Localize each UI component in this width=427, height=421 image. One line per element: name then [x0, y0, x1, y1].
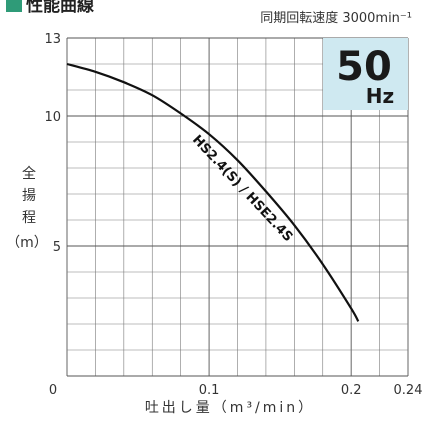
curve-label: HS2.4(S) / HSE2.4S	[189, 132, 295, 245]
frequency-value: 50	[336, 44, 392, 90]
y-tick-label: 10	[44, 110, 61, 125]
y-axis-title-char-2: 揚	[22, 187, 36, 204]
y-axis-title-char-1: 全	[22, 165, 36, 182]
y-tick-label: 5	[53, 240, 61, 255]
y-axis-title-unit: （m）	[6, 235, 48, 251]
x-tick-label: 0	[49, 383, 57, 398]
frequency-badge-bg	[323, 38, 408, 110]
y-axis-title-char-3: 程	[22, 210, 36, 226]
x-tick-label: 0.24	[394, 383, 423, 398]
title-accent-square	[6, 0, 22, 12]
y-tick-labels: 5 10 13	[44, 32, 61, 255]
y-tick-label: 13	[44, 32, 61, 47]
x-tick-label: 0.1	[199, 383, 220, 398]
y-axis-title: 全 揚 程 （m）	[6, 165, 48, 251]
x-tick-labels: 0 0.1 0.2 0.24	[49, 383, 423, 398]
chart-title: 性能曲線	[26, 0, 94, 16]
frequency-badge: 50 Hz	[323, 38, 408, 110]
x-tick-label: 0.2	[341, 383, 362, 398]
x-axis-title: 吐出し量（m³/min）	[145, 400, 315, 416]
frequency-unit: Hz	[366, 84, 394, 108]
curve-hs2-4	[66, 62, 360, 322]
speed-label: 同期回転速度 3000min⁻¹	[260, 10, 412, 26]
